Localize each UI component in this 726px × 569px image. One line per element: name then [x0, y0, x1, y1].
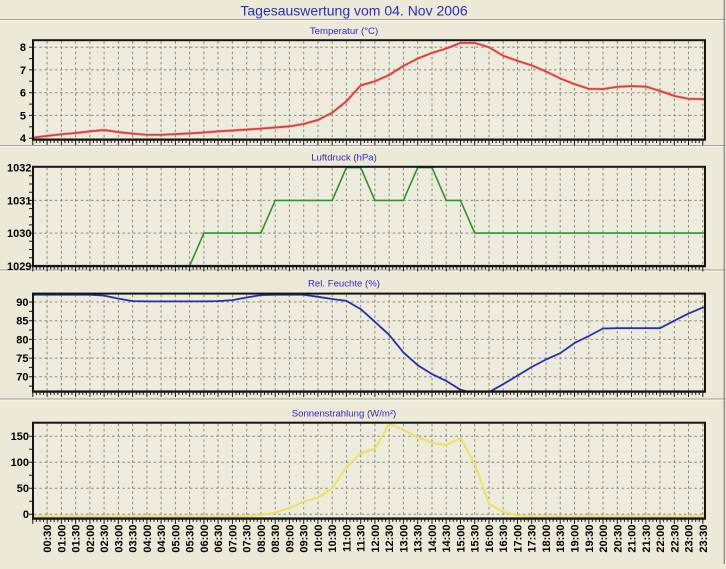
svg-text:02:30: 02:30	[99, 525, 111, 553]
svg-text:85: 85	[16, 316, 28, 328]
svg-text:09:30: 09:30	[299, 525, 311, 553]
svg-text:04:30: 04:30	[156, 525, 168, 553]
svg-text:1029: 1029	[7, 261, 31, 273]
svg-text:13:30: 13:30	[413, 525, 425, 553]
svg-text:15:30: 15:30	[470, 525, 482, 553]
svg-text:23:00: 23:00	[684, 525, 696, 553]
svg-text:8: 8	[20, 42, 26, 54]
svg-text:7: 7	[20, 65, 26, 77]
svg-text:19:30: 19:30	[584, 525, 596, 553]
svg-text:05:30: 05:30	[185, 525, 197, 553]
svg-text:07:30: 07:30	[242, 525, 254, 553]
svg-text:19:00: 19:00	[570, 525, 582, 553]
svg-text:20:30: 20:30	[612, 525, 624, 553]
svg-text:11:00: 11:00	[341, 525, 353, 553]
svg-text:13:00: 13:00	[398, 525, 410, 553]
svg-text:6: 6	[20, 88, 26, 100]
svg-text:75: 75	[16, 353, 28, 365]
svg-text:20:00: 20:00	[598, 525, 610, 553]
svg-text:50: 50	[17, 483, 29, 495]
svg-text:5: 5	[20, 110, 26, 122]
svg-text:1031: 1031	[7, 195, 31, 207]
svg-text:04:00: 04:00	[142, 525, 154, 553]
svg-text:14:30: 14:30	[441, 525, 453, 553]
svg-text:10:30: 10:30	[327, 525, 339, 553]
svg-text:22:00: 22:00	[655, 525, 667, 553]
svg-text:80: 80	[16, 334, 28, 346]
svg-text:03:30: 03:30	[128, 525, 140, 553]
svg-text:100: 100	[11, 457, 29, 469]
svg-text:08:30: 08:30	[270, 525, 282, 553]
svg-text:08:00: 08:00	[256, 525, 268, 553]
svg-text:150: 150	[11, 431, 29, 443]
svg-text:21:30: 21:30	[641, 525, 653, 553]
svg-text:10:00: 10:00	[313, 525, 325, 553]
svg-text:22:30: 22:30	[669, 525, 681, 553]
svg-text:02:00: 02:00	[85, 525, 97, 553]
svg-text:15:00: 15:00	[456, 525, 468, 553]
svg-text:Temperatur (°C): Temperatur (°C)	[310, 26, 378, 37]
svg-text:14:00: 14:00	[427, 525, 439, 553]
svg-text:Sonnenstrahlung (W/m²): Sonnenstrahlung (W/m²)	[292, 409, 397, 420]
svg-text:90: 90	[16, 297, 28, 309]
svg-text:18:00: 18:00	[541, 525, 553, 553]
svg-text:18:30: 18:30	[555, 525, 567, 553]
svg-text:11:30: 11:30	[356, 525, 368, 553]
svg-text:06:30: 06:30	[213, 525, 225, 553]
svg-text:Luftdruck (hPa): Luftdruck (hPa)	[311, 153, 377, 164]
svg-text:03:00: 03:00	[113, 525, 125, 553]
svg-text:1030: 1030	[7, 228, 31, 240]
svg-text:01:00: 01:00	[56, 525, 68, 553]
svg-text:00:30: 00:30	[42, 525, 54, 553]
svg-text:07:00: 07:00	[227, 525, 239, 553]
svg-text:16:30: 16:30	[498, 525, 510, 553]
svg-text:23:30: 23:30	[698, 525, 710, 553]
svg-text:0: 0	[23, 509, 29, 521]
svg-text:09:00: 09:00	[284, 525, 296, 553]
svg-text:06:00: 06:00	[199, 525, 211, 553]
svg-text:17:30: 17:30	[527, 525, 539, 553]
svg-text:05:00: 05:00	[170, 525, 182, 553]
svg-text:Tagesauswertung vom 04. Nov 20: Tagesauswertung vom 04. Nov 2006	[240, 3, 467, 19]
svg-text:16:00: 16:00	[484, 525, 496, 553]
svg-text:01:30: 01:30	[71, 525, 83, 553]
svg-text:17:00: 17:00	[513, 525, 525, 553]
svg-text:70: 70	[16, 372, 28, 384]
svg-text:21:00: 21:00	[627, 525, 639, 553]
svg-text:4: 4	[20, 133, 27, 145]
svg-text:1032: 1032	[7, 163, 31, 175]
svg-text:12:30: 12:30	[384, 525, 396, 553]
svg-text:Rel. Feuchte (%): Rel. Feuchte (%)	[308, 279, 380, 290]
svg-text:12:00: 12:00	[370, 525, 382, 553]
